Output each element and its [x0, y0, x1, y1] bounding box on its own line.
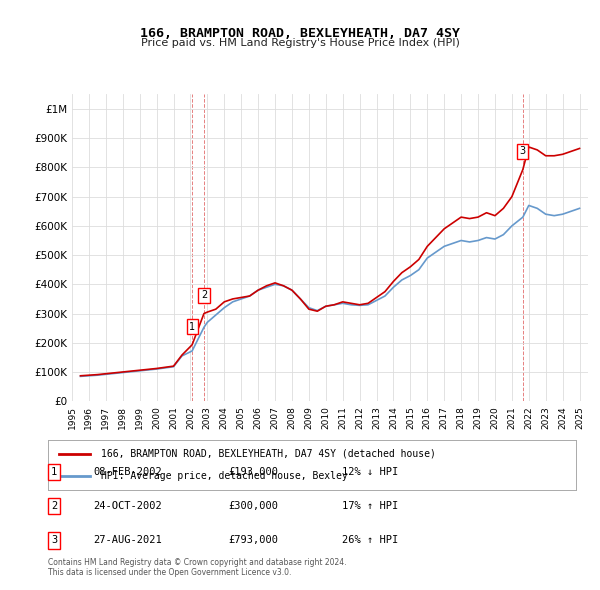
- Text: 17% ↑ HPI: 17% ↑ HPI: [342, 502, 398, 511]
- Text: HPI: Average price, detached house, Bexley: HPI: Average price, detached house, Bexl…: [101, 471, 347, 481]
- Text: Contains HM Land Registry data © Crown copyright and database right 2024.
This d: Contains HM Land Registry data © Crown c…: [48, 558, 347, 577]
- Text: 166, BRAMPTON ROAD, BEXLEYHEATH, DA7 4SY (detached house): 166, BRAMPTON ROAD, BEXLEYHEATH, DA7 4SY…: [101, 448, 436, 458]
- Text: 27-AUG-2021: 27-AUG-2021: [93, 536, 162, 545]
- Text: £193,000: £193,000: [228, 467, 278, 477]
- Text: 3: 3: [520, 146, 526, 156]
- Text: 166, BRAMPTON ROAD, BEXLEYHEATH, DA7 4SY: 166, BRAMPTON ROAD, BEXLEYHEATH, DA7 4SY: [140, 27, 460, 40]
- Text: 12% ↓ HPI: 12% ↓ HPI: [342, 467, 398, 477]
- Text: £300,000: £300,000: [228, 502, 278, 511]
- Text: £793,000: £793,000: [228, 536, 278, 545]
- Text: 1: 1: [189, 322, 195, 332]
- Text: 24-OCT-2002: 24-OCT-2002: [93, 502, 162, 511]
- Text: 1: 1: [51, 467, 57, 477]
- Text: 2: 2: [201, 290, 207, 300]
- Text: 08-FEB-2002: 08-FEB-2002: [93, 467, 162, 477]
- Text: 2: 2: [51, 502, 57, 511]
- Text: 26% ↑ HPI: 26% ↑ HPI: [342, 536, 398, 545]
- Text: 3: 3: [51, 536, 57, 545]
- Text: Price paid vs. HM Land Registry's House Price Index (HPI): Price paid vs. HM Land Registry's House …: [140, 38, 460, 48]
